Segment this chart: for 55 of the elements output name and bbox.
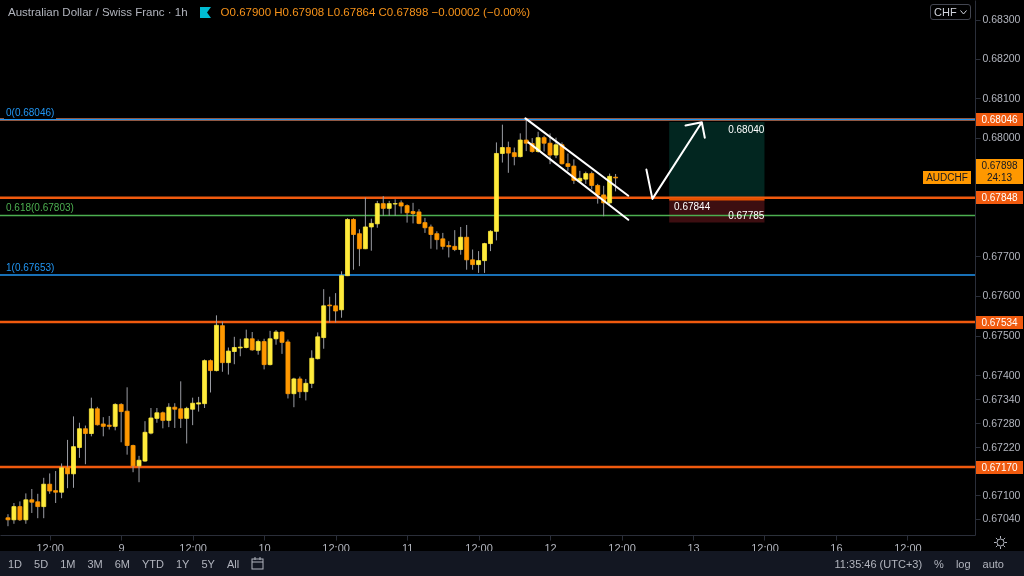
annotation: 0.618(0.67803) bbox=[4, 202, 76, 215]
y-tick-label: 0.68000 bbox=[982, 131, 1021, 144]
annotation: 1(0.67653) bbox=[4, 261, 57, 274]
x-tick-label: 10 bbox=[258, 541, 271, 554]
x-tick-label: 12 bbox=[544, 541, 557, 554]
annotation: 0(0.68046) bbox=[4, 106, 57, 119]
text: auto bbox=[982, 557, 1004, 570]
x-tick-label: 12:00 bbox=[608, 541, 636, 554]
y-axis-title: CHF bbox=[934, 6, 957, 18]
x-tick-label: 12:00 bbox=[894, 541, 922, 554]
text: 3M bbox=[87, 557, 103, 570]
text: 1D bbox=[8, 557, 23, 570]
y-tick-label: 0.67400 bbox=[982, 368, 1021, 381]
y-tick-label: 0.68300 bbox=[982, 13, 1021, 26]
y-tick-label: 0.67340 bbox=[982, 392, 1021, 405]
x-tick-label: 12:00 bbox=[322, 541, 350, 554]
text: 24:13 bbox=[976, 171, 1023, 185]
x-tick-label: 9 bbox=[118, 541, 125, 554]
y-tick-label: 0.67500 bbox=[982, 329, 1021, 342]
text: 5Y bbox=[201, 557, 215, 570]
chart-title: Australian Dollar / Swiss Franc · 1h bbox=[8, 6, 188, 18]
y-tick-label: 0.67040 bbox=[982, 512, 1021, 525]
text: 6M bbox=[114, 557, 130, 570]
text: % bbox=[934, 557, 944, 570]
x-tick-label: 11 bbox=[401, 541, 414, 554]
x-tick-label: 12:00 bbox=[179, 541, 207, 554]
ref-line-label: 0.67534 bbox=[976, 315, 1023, 329]
x-tick-label: 16 bbox=[830, 541, 843, 554]
y-tick-label: 0.68100 bbox=[982, 91, 1021, 104]
annotation: AUDCHF bbox=[923, 171, 971, 185]
ref-line-label: 0.67170 bbox=[976, 460, 1023, 474]
band-label: 0.67785 bbox=[727, 208, 765, 222]
text: All bbox=[226, 557, 240, 570]
text: 0.67898 bbox=[976, 158, 1023, 172]
y-tick-label: 0.67280 bbox=[982, 416, 1021, 429]
text: 5D bbox=[34, 557, 49, 570]
x-tick-label: 13 bbox=[687, 541, 700, 554]
y-tick-label: 0.67600 bbox=[982, 289, 1021, 302]
ref-line-label: 0.68046 bbox=[976, 113, 1023, 127]
ref-line-label: 0.67848 bbox=[976, 191, 1023, 205]
text: 1Y bbox=[175, 557, 190, 570]
text: log bbox=[955, 557, 971, 570]
text: 1M bbox=[60, 557, 76, 570]
y-tick-label: 0.68200 bbox=[982, 52, 1021, 65]
y-tick-label: 0.67100 bbox=[982, 488, 1021, 501]
text: 11:35:46 (UTC+3) bbox=[834, 557, 923, 570]
x-tick-label: 12:00 bbox=[36, 541, 64, 554]
x-tick-label: 12:00 bbox=[465, 541, 493, 554]
y-tick-label: 0.67700 bbox=[982, 249, 1021, 262]
x-tick-label: 12:00 bbox=[751, 541, 779, 554]
y-tick-label: 0.67220 bbox=[982, 440, 1021, 453]
band-label: 0.68040 bbox=[727, 122, 765, 136]
text: YTD bbox=[141, 557, 164, 570]
ref-line-label: 0.67844 bbox=[674, 200, 712, 214]
chart-subtitle: O0.67900 H0.67908 L0.67864 C0.67898 −0.00002 (−0.00%) bbox=[220, 6, 531, 18]
